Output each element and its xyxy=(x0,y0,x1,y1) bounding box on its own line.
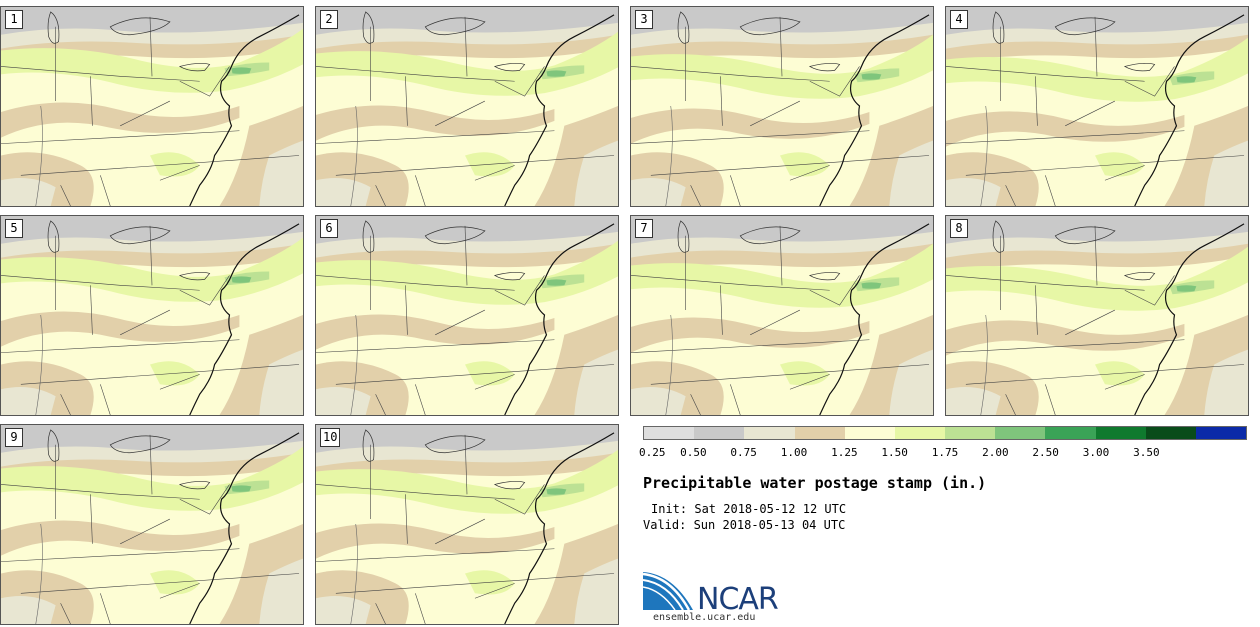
precip-water-field xyxy=(1,7,303,206)
precip-water-field xyxy=(316,425,618,624)
member-label: 2 xyxy=(320,10,338,29)
map-panel-7: 7 xyxy=(630,215,934,416)
map-panel-6: 6 xyxy=(315,215,619,416)
chart-title: Precipitable water postage stamp (in.) xyxy=(643,474,987,492)
map-panel-9: 9 xyxy=(0,424,304,625)
precip-water-field xyxy=(946,7,1248,206)
precip-water-field xyxy=(316,216,618,415)
precip-water-field xyxy=(946,216,1248,415)
precip-water-field xyxy=(631,7,933,206)
colorbar-tick-label: 0.25 xyxy=(639,446,666,459)
map-panel-3: 3 xyxy=(630,6,934,207)
ncar-logo-icon xyxy=(643,572,693,611)
map-panel-1: 1 xyxy=(0,6,304,207)
valid-time: Valid: Sun 2018-05-13 04 UTC xyxy=(643,518,846,532)
member-label: 4 xyxy=(950,10,968,29)
colorbar-tick-label: 1.75 xyxy=(931,446,959,459)
colorbar xyxy=(643,426,1247,440)
site-url: ensemble.ucar.edu xyxy=(653,612,756,623)
colorbar-tick-label: 1.50 xyxy=(881,446,908,459)
map-panel-5: 5 xyxy=(0,215,304,416)
precip-water-field xyxy=(316,7,618,206)
colorbar-tick-label: 1.00 xyxy=(780,446,808,459)
colorbar-tick-label: 2.00 xyxy=(982,446,1009,459)
colorbar-segment xyxy=(694,427,745,439)
ncar-logo-text: NCAR xyxy=(697,582,779,617)
map-panel-2: 2 xyxy=(315,6,619,207)
colorbar-tick-label: 1.25 xyxy=(831,446,858,459)
colorbar-ticks: 0.25 0.50 0.75 1.00 1.25 1.50 1.75 2.00 2.50 3.00… xyxy=(639,446,1247,460)
colorbar-tick-label: 2.50 xyxy=(1032,446,1059,459)
precip-water-field xyxy=(631,216,933,415)
colorbar-segment xyxy=(1045,427,1096,439)
member-label: 10 xyxy=(320,428,341,447)
colorbar-segment xyxy=(744,427,795,439)
colorbar-segment xyxy=(894,427,946,439)
colorbar-segment xyxy=(1095,427,1146,439)
member-label: 9 xyxy=(5,428,23,447)
colorbar-segment xyxy=(945,427,996,439)
colorbar-segment xyxy=(794,427,845,439)
member-label: 1 xyxy=(5,10,23,29)
member-label: 8 xyxy=(950,219,968,238)
map-panel-10: 10 xyxy=(315,424,619,625)
member-label: 6 xyxy=(320,219,338,238)
init-time: Init: Sat 2018-05-12 12 UTC xyxy=(651,502,847,516)
member-label: 7 xyxy=(635,219,653,238)
colorbar-tick-label: 3.00 xyxy=(1082,446,1110,459)
colorbar-segment xyxy=(844,427,895,439)
colorbar-segment xyxy=(995,427,1046,439)
colorbar-segment xyxy=(644,427,695,439)
member-label: 5 xyxy=(5,219,23,238)
member-label: 3 xyxy=(635,10,653,29)
precip-water-field xyxy=(1,425,303,624)
colorbar-tick-label: 3.50 xyxy=(1133,446,1160,459)
map-panel-8: 8 xyxy=(945,215,1249,416)
colorbar-tick-label: 0.75 xyxy=(730,446,757,459)
colorbar-segment xyxy=(1145,427,1196,439)
precip-water-field xyxy=(1,216,303,415)
map-panel-4: 4 xyxy=(945,6,1249,207)
colorbar-segment xyxy=(1195,427,1247,439)
colorbar-tick-label: 0.50 xyxy=(680,446,707,459)
